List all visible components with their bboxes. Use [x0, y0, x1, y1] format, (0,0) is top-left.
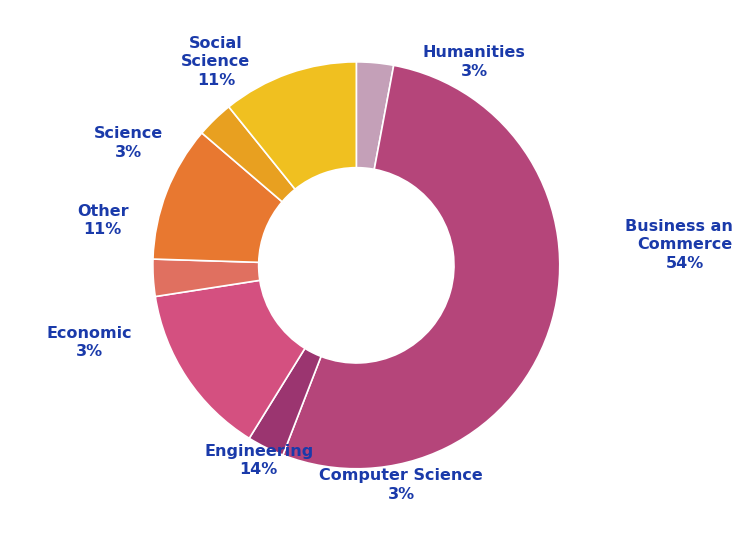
Wedge shape [283, 66, 560, 469]
Wedge shape [249, 348, 321, 455]
Text: Other
11%: Other 11% [77, 204, 128, 237]
Text: Computer Science
3%: Computer Science 3% [319, 468, 483, 502]
Wedge shape [155, 280, 305, 438]
Text: Engineering
14%: Engineering 14% [204, 444, 313, 477]
Text: Social
Science
11%: Social Science 11% [181, 36, 251, 88]
Wedge shape [153, 133, 282, 262]
Wedge shape [153, 259, 259, 296]
Text: Science
3%: Science 3% [94, 127, 163, 160]
Wedge shape [202, 107, 295, 202]
Text: Humanities
3%: Humanities 3% [423, 45, 526, 79]
Text: Economic
3%: Economic 3% [47, 326, 133, 359]
Wedge shape [229, 62, 356, 189]
Wedge shape [356, 62, 394, 169]
Text: Business and
Commerce
54%: Business and Commerce 54% [625, 219, 733, 271]
